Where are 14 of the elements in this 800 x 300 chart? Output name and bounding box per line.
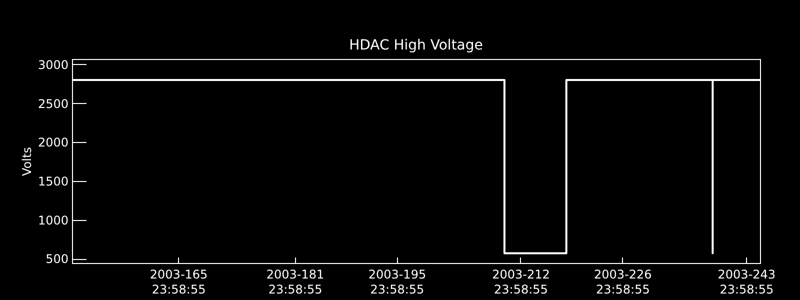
chart-title: HDAC High Voltage	[349, 37, 483, 54]
y-axis-title: Volts	[20, 147, 34, 176]
y-tick-label: 2500	[38, 96, 68, 111]
x-tick-label: 2003-195 23:58:55	[368, 268, 426, 296]
x-tick-label: 2003-212 23:58:55	[492, 268, 550, 296]
y-tick-label: 1000	[38, 213, 68, 228]
y-tick-label: 500	[46, 252, 68, 266]
x-tick-label: 2003-181 23:58:55	[266, 268, 324, 296]
x-tick-label: 2003-165 23:58:55	[150, 268, 208, 296]
x-tick-label: 2003-226 23:58:55	[594, 268, 652, 296]
y-tick-label: 3000	[38, 58, 68, 72]
x-tick-label: 2003-243 23:58:55	[718, 268, 776, 296]
y-tick-label: 1500	[38, 174, 68, 189]
y-tick-label: 2000	[38, 136, 68, 150]
